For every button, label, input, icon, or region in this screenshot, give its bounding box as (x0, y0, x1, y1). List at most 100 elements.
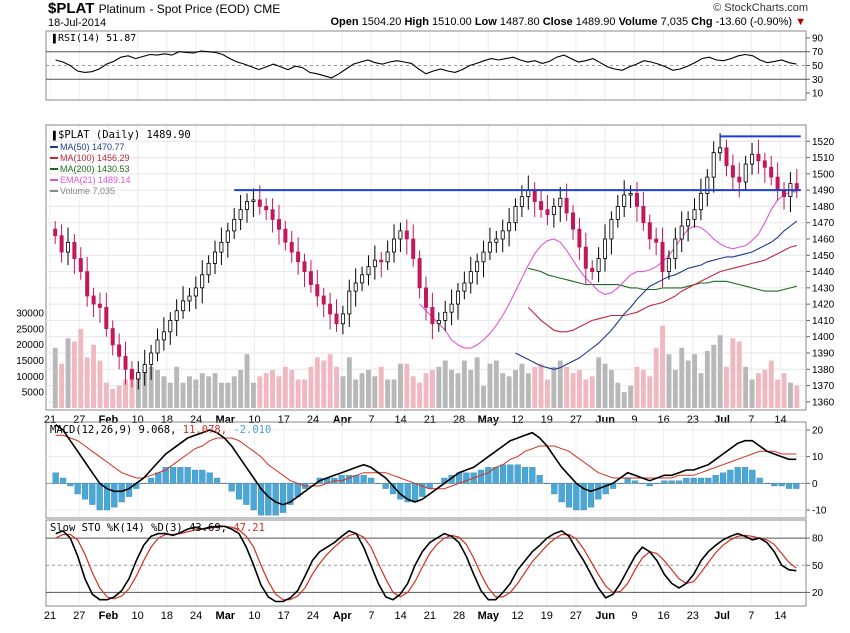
volume-bar (180, 382, 186, 408)
price-candle-body (551, 205, 556, 215)
symbol-text: $PLAT (48, 0, 95, 17)
price-candle-body (737, 176, 742, 183)
macd-histogram-bar (147, 477, 155, 484)
x-tick-label: 17 (278, 610, 290, 622)
x-tick-label: 21 (424, 414, 436, 426)
stochastic-panel: 20 50 80 Slow STO %K(14) %D(3) 43.69, 47.21 (45, 519, 824, 607)
rsi-title: RSI(14) 51.87 (58, 33, 136, 44)
price-candle-body (436, 319, 441, 325)
macd-histogram-bar (155, 472, 162, 484)
volume-bar (564, 366, 570, 408)
volume-bar (781, 373, 787, 408)
macd-histogram-bar (162, 467, 169, 484)
volume-bar (161, 376, 167, 408)
macd-histogram-bar (690, 477, 697, 484)
macd-histogram-bar (580, 483, 587, 511)
price-candle-body (238, 209, 243, 220)
volume-bar (282, 366, 288, 408)
macd-histogram-bar (404, 483, 411, 503)
price-candle-body (257, 199, 262, 207)
volume-bar (398, 363, 403, 408)
price-candle-body (609, 219, 614, 240)
volume-bar (519, 363, 525, 408)
volume-bar (110, 389, 116, 408)
x-tick-label: 9 (631, 610, 637, 622)
volume-bar (749, 379, 755, 408)
stoch-tick-label: 20 (812, 588, 824, 599)
x-tick-label: 17 (278, 414, 290, 426)
volume-bar (442, 360, 448, 408)
price-tick-label: 1500 (812, 169, 835, 180)
macd-histogram-bar (587, 483, 595, 508)
macd-histogram-bar (118, 483, 125, 503)
price-candle-body (500, 230, 505, 240)
volume-bar (129, 370, 135, 408)
price-candle-body (475, 261, 480, 272)
volume-bar (672, 370, 678, 408)
macd-histogram-bar (59, 477, 67, 484)
price-candle-body (583, 246, 588, 269)
x-tick-label: Jun (595, 414, 615, 426)
volume-bar (481, 385, 486, 408)
price-candle-body (289, 241, 294, 253)
volume-value: 7,035 (660, 16, 689, 28)
ma200-line (528, 267, 797, 292)
macd-histogram-bar (712, 475, 719, 484)
price-candle-body (577, 228, 582, 248)
volume-bar (359, 373, 365, 408)
x-tick-label: 14 (395, 414, 407, 426)
macd-histogram-bar (521, 467, 529, 484)
high-label: High (404, 16, 429, 28)
stockcharts-credit[interactable]: © StockCharts.com (713, 2, 808, 14)
volume-bar (532, 366, 538, 408)
volume-bar (155, 370, 160, 408)
ohlc-summary: Open 1504.20 High 1510.00 Low 1487.80 Cl… (330, 16, 806, 28)
macd-histogram-bar (199, 469, 206, 484)
macd-histogram-bar (565, 483, 573, 508)
price-candle-body (168, 319, 173, 333)
volume-bar (583, 379, 589, 408)
volume-bar (84, 357, 90, 408)
x-tick-label: 7 (748, 414, 754, 426)
volume-bar (640, 370, 646, 408)
x-tick-label: Jul (714, 610, 730, 622)
volume-bar (270, 370, 275, 408)
price-candle-body (423, 287, 428, 308)
macd-histogram-bar (375, 483, 382, 484)
macd-histogram-bar (749, 469, 756, 484)
volume-bar (346, 357, 352, 408)
price-candle-body (117, 344, 122, 357)
rsi-marker: ▐ (50, 33, 56, 44)
macd-histogram-bar (382, 483, 389, 489)
x-tick-label: 10 (248, 414, 260, 426)
macd-histogram-bar (727, 469, 734, 484)
legend-label: MA(50) 1470.77 (60, 142, 125, 152)
price-candle-body (219, 241, 224, 253)
rsi-tick-label: 30 (812, 75, 824, 86)
macd-histogram-bar (463, 472, 470, 484)
rsi-tick-label: 10 (812, 89, 824, 100)
volume-bar (455, 373, 461, 408)
price-candle-body (244, 201, 249, 211)
price-candle-body (635, 192, 640, 207)
rsi-tick-label: 50 (812, 61, 824, 72)
low-value: 1487.80 (499, 16, 540, 28)
macd-histogram-bar (52, 472, 59, 484)
price-candle-body (328, 303, 333, 315)
price-candle-body (110, 328, 115, 346)
x-tick-label: 9 (631, 414, 637, 426)
price-candle-body (449, 303, 454, 313)
price-candle-body (404, 230, 409, 240)
volume-bar (762, 370, 768, 408)
macd-title-text: MACD(12,26,9) (50, 424, 139, 436)
price-candle-body (724, 147, 729, 167)
volume-bar (334, 366, 339, 408)
price-candle-body (149, 352, 154, 365)
price-candle-body (590, 267, 595, 272)
x-tick-label: 10 (132, 610, 144, 622)
price-frame (45, 124, 807, 411)
volume-bar (698, 373, 704, 408)
volume-bar (385, 379, 391, 408)
volume-bar (545, 379, 550, 408)
volume-bar (474, 357, 480, 408)
